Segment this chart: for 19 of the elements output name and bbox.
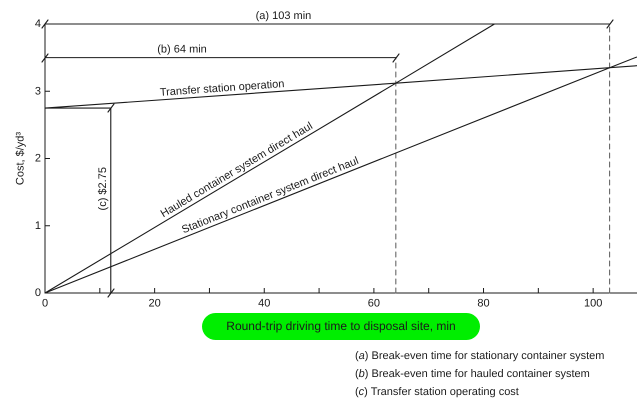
x-axis-title: Round-trip driving time to disposal site, min (202, 313, 480, 340)
x-tick-label: 80 (477, 298, 490, 310)
x-tick-label: 40 (258, 298, 270, 310)
x-tick-label: 100 (584, 298, 602, 310)
text: (b) Break-even time for hauled container system (355, 368, 590, 380)
y-axis-title: Cost, $/yd³ (14, 132, 27, 186)
annotation: (a) 103 min (256, 10, 312, 22)
y-tick-label: 1 (34, 220, 41, 232)
series-label: Transfer station operation (159, 78, 285, 99)
annotation: (b) 64 min (157, 44, 207, 56)
text: (c) Transfer station operating cost (355, 386, 519, 398)
y-tick-label: 2 (34, 152, 41, 165)
y-tick-label: 0 (34, 287, 41, 300)
y-tick-label: 4 (34, 18, 41, 30)
x-tick-label: 20 (148, 298, 161, 310)
y-tick-label: 3 (34, 85, 41, 98)
text: (a) Break-even time for stationary container system (355, 350, 604, 362)
annotation: (c) $2.75 (96, 167, 109, 210)
x-tick-label: 60 (368, 298, 380, 310)
